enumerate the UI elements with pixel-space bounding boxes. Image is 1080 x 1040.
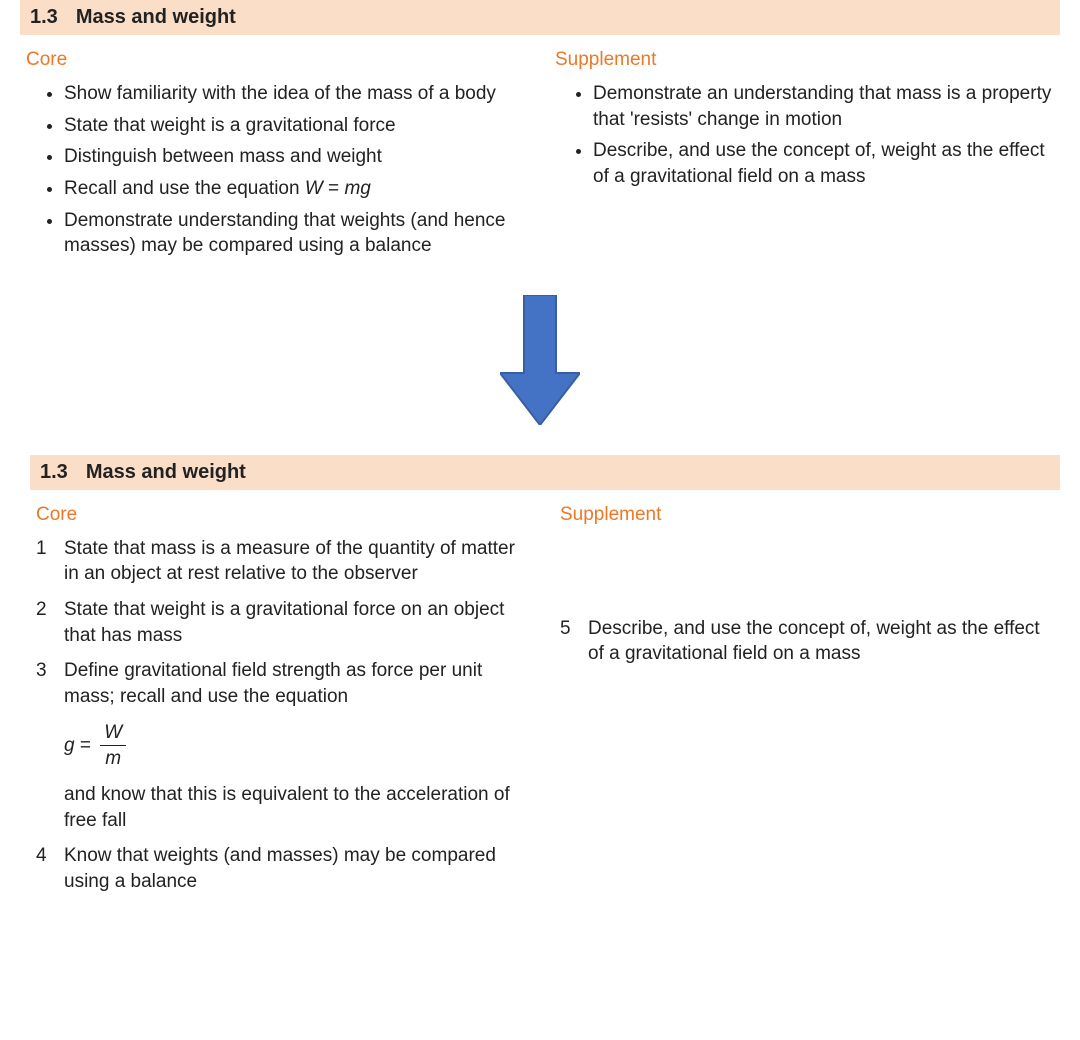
section-title: Mass and weight <box>76 6 236 28</box>
list-item: 4Know that weights (and masses) may be c… <box>36 843 530 894</box>
list-item: Describe, and use the concept of, weight… <box>593 138 1054 189</box>
list-item: State that weight is a gravitational for… <box>64 113 525 139</box>
item-number: 1 <box>36 536 64 587</box>
section-number: 1.3 <box>40 461 68 483</box>
core-list-bottom: 1State that mass is a measure of the qua… <box>36 536 530 895</box>
core-column-top: Core Show familiarity with the idea of t… <box>26 43 525 265</box>
list-item: Demonstrate an understanding that mass i… <box>593 81 1054 132</box>
list-item: Demonstrate understanding that weights (… <box>64 208 525 259</box>
section-number: 1.3 <box>30 6 58 28</box>
supplement-column-bottom: Supplement 5Describe, and use the concep… <box>560 498 1054 905</box>
section-title: Mass and weight <box>86 461 246 483</box>
item-text: State that weight is a gravitational for… <box>64 597 530 648</box>
arrow-container <box>20 265 1060 455</box>
supplement-list-bottom: 5Describe, and use the concept of, weigh… <box>560 616 1054 667</box>
core-label: Core <box>36 504 530 526</box>
item-number: 5 <box>560 616 588 667</box>
core-column-bottom: Core 1State that mass is a measure of th… <box>36 498 530 905</box>
item-text: Define gravitational field strength as f… <box>64 658 530 833</box>
core-list-top: Show familiarity with the idea of the ma… <box>44 81 525 259</box>
supplement-column-top: Supplement Demonstrate an understanding … <box>555 43 1054 265</box>
list-item: Distinguish between mass and weight <box>64 144 525 170</box>
list-item: Recall and use the equation W = mg <box>64 176 525 202</box>
down-arrow-icon <box>500 295 580 425</box>
list-item: 1State that mass is a measure of the qua… <box>36 536 530 587</box>
core-label: Core <box>26 49 525 71</box>
list-item: 2State that weight is a gravitational fo… <box>36 597 530 648</box>
item-number: 3 <box>36 658 64 833</box>
item-text: Describe, and use the concept of, weight… <box>588 616 1054 667</box>
section-header-bottom: 1.3 Mass and weight <box>30 455 1060 490</box>
supplement-list-top: Demonstrate an understanding that mass i… <box>573 81 1054 190</box>
list-item: 3Define gravitational field strength as … <box>36 658 530 833</box>
list-item: Show familiarity with the idea of the ma… <box>64 81 525 107</box>
section-header-top: 1.3 Mass and weight <box>20 0 1060 35</box>
supplement-label: Supplement <box>555 49 1054 71</box>
list-item: 5Describe, and use the concept of, weigh… <box>560 616 1054 667</box>
item-number: 2 <box>36 597 64 648</box>
columns-top: Core Show familiarity with the idea of t… <box>20 35 1060 265</box>
columns-bottom: Core 1State that mass is a measure of th… <box>20 490 1060 905</box>
page: 1.3 Mass and weight Core Show familiarity… <box>0 0 1080 935</box>
supplement-label: Supplement <box>560 504 1054 526</box>
item-text: State that mass is a measure of the quan… <box>64 536 530 587</box>
item-text: Know that weights (and masses) may be co… <box>64 843 530 894</box>
item-number: 4 <box>36 843 64 894</box>
